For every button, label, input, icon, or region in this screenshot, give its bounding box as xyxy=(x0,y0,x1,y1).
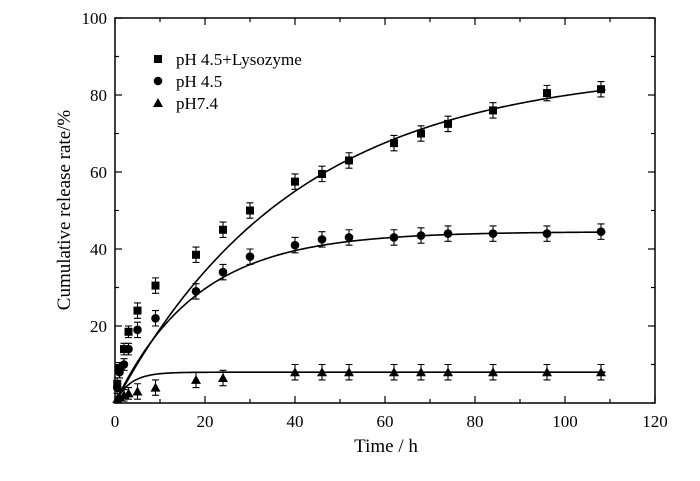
data-point xyxy=(290,367,300,377)
data-point xyxy=(345,156,353,165)
y-tick-label: 100 xyxy=(82,9,108,28)
x-tick-label: 40 xyxy=(287,412,304,431)
data-points xyxy=(112,80,606,404)
legend-label: pH 4.5+Lysozyme xyxy=(176,50,302,69)
y-axis-label: Cumulative release rate/% xyxy=(54,110,75,311)
legend-marker xyxy=(154,55,162,63)
legend: pH 4.5+Lysozyme pH 4.5 pH7.4 xyxy=(153,50,302,113)
data-point xyxy=(443,367,453,377)
data-point xyxy=(245,252,255,261)
data-point xyxy=(542,367,552,377)
data-point xyxy=(151,314,160,323)
data-point xyxy=(150,382,161,392)
data-point xyxy=(318,169,326,178)
x-tick-label: 0 xyxy=(111,412,120,431)
legend-marker xyxy=(153,98,163,107)
y-tick-label: 60 xyxy=(90,163,107,182)
x-tick-label: 60 xyxy=(377,412,394,431)
data-point xyxy=(317,367,327,377)
data-point xyxy=(191,374,201,384)
data-point xyxy=(123,388,134,398)
data-point xyxy=(543,89,551,98)
data-point xyxy=(488,367,498,377)
y-tick-label: 80 xyxy=(90,86,107,105)
data-point xyxy=(192,250,200,259)
data-point xyxy=(124,327,133,336)
data-point xyxy=(115,367,124,377)
data-point xyxy=(218,372,228,382)
data-point xyxy=(390,139,398,148)
axis-ticks: 0 20 40 60 80 100 120 20 40 60 80 100 xyxy=(82,9,668,431)
data-point xyxy=(191,287,201,296)
data-point xyxy=(416,231,426,240)
data-point xyxy=(389,367,399,377)
data-point xyxy=(417,129,425,138)
fit-curves xyxy=(114,89,606,404)
data-point xyxy=(133,325,142,335)
fit-curve xyxy=(114,231,606,404)
data-point xyxy=(119,360,129,369)
data-point xyxy=(317,235,327,244)
data-point xyxy=(596,227,606,236)
data-point xyxy=(443,229,453,238)
fit-curve xyxy=(114,371,606,404)
data-point xyxy=(124,344,133,354)
data-point xyxy=(596,367,606,377)
data-point xyxy=(344,233,354,242)
data-point xyxy=(112,383,122,392)
data-point xyxy=(542,229,552,238)
x-tick-label: 120 xyxy=(642,412,668,431)
data-point xyxy=(132,386,143,396)
data-point xyxy=(290,240,300,250)
x-tick-label: 80 xyxy=(467,412,484,431)
data-point xyxy=(488,229,498,238)
data-point xyxy=(389,233,399,242)
y-tick-label: 40 xyxy=(90,240,107,259)
data-point xyxy=(291,177,299,186)
legend-marker xyxy=(153,76,163,86)
x-axis-label: Time / h xyxy=(354,436,418,457)
data-point xyxy=(133,306,142,315)
legend-label: pH 4.5 xyxy=(176,72,222,91)
data-point xyxy=(219,225,227,234)
data-point xyxy=(344,367,354,377)
fit-curve xyxy=(114,89,606,404)
x-tick-label: 20 xyxy=(197,412,214,431)
data-point xyxy=(151,281,160,290)
legend-label: pH7.4 xyxy=(176,94,219,113)
data-point xyxy=(444,119,452,128)
y-tick-label: 20 xyxy=(90,317,107,336)
data-point xyxy=(218,267,228,277)
data-point xyxy=(597,85,605,94)
data-point xyxy=(246,206,254,215)
data-point xyxy=(489,106,497,115)
x-tick-label: 100 xyxy=(552,412,578,431)
data-point xyxy=(120,345,128,354)
data-point xyxy=(416,367,426,377)
